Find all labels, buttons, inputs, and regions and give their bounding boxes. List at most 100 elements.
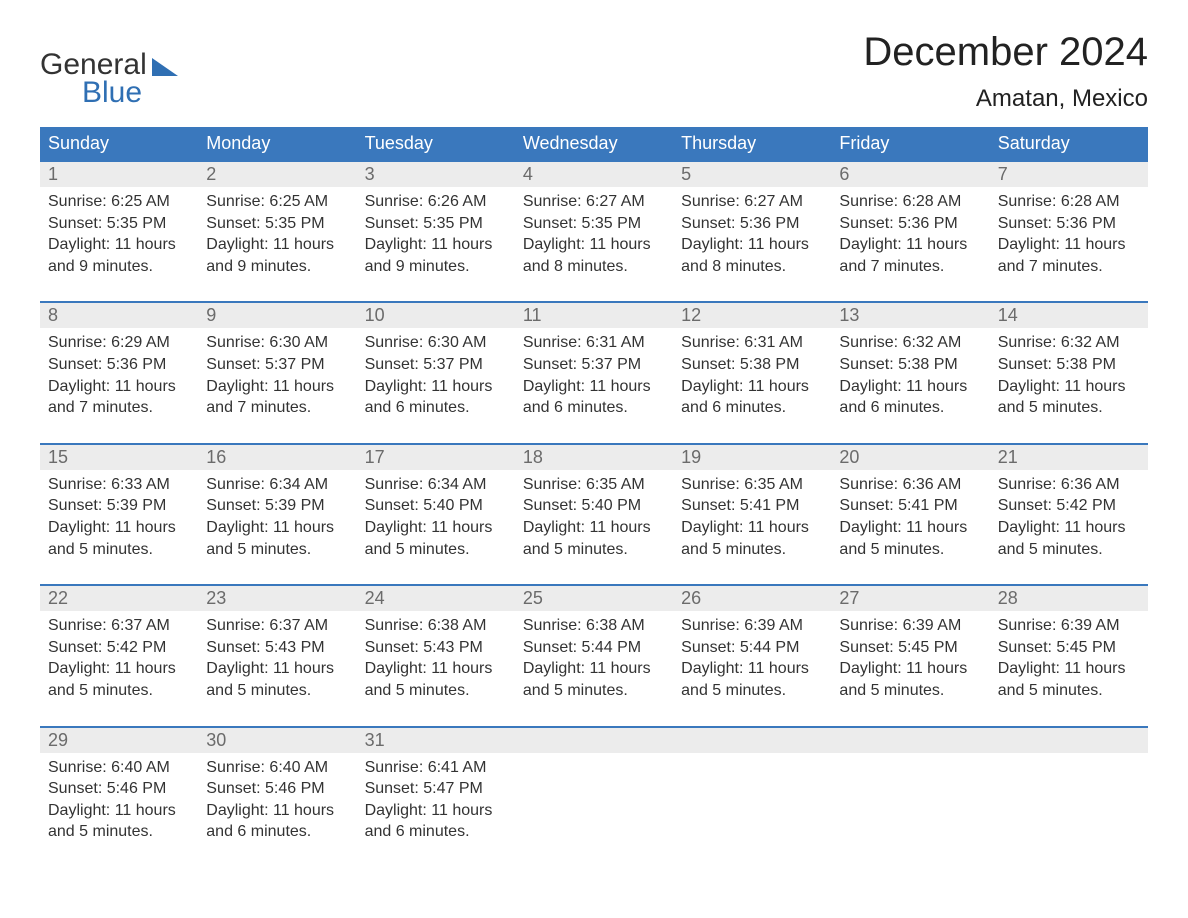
day-number: 12 [673, 303, 831, 328]
sunrise-text: Sunrise: 6:29 AM [48, 332, 190, 354]
day-cell: Sunrise: 6:27 AMSunset: 5:35 PMDaylight:… [515, 187, 673, 283]
sunrise-text: Sunrise: 6:37 AM [206, 615, 348, 637]
day-number: 28 [990, 586, 1148, 611]
daylight-text: Daylight: 11 hours and 6 minutes. [206, 800, 348, 843]
sunset-text: Sunset: 5:44 PM [523, 637, 665, 659]
day-number: 9 [198, 303, 356, 328]
daynum-row: 15161718192021 [40, 445, 1148, 470]
sunset-text: Sunset: 5:36 PM [839, 213, 981, 235]
day-number: 25 [515, 586, 673, 611]
day-number: 30 [198, 728, 356, 753]
sunrise-text: Sunrise: 6:37 AM [48, 615, 190, 637]
day-cell [831, 753, 989, 849]
day-cell: Sunrise: 6:34 AMSunset: 5:39 PMDaylight:… [198, 470, 356, 566]
sunset-text: Sunset: 5:36 PM [998, 213, 1140, 235]
daylight-text: Daylight: 11 hours and 5 minutes. [681, 658, 823, 701]
daylight-text: Daylight: 11 hours and 5 minutes. [206, 517, 348, 560]
daylight-text: Daylight: 11 hours and 6 minutes. [365, 376, 507, 419]
day-cell: Sunrise: 6:29 AMSunset: 5:36 PMDaylight:… [40, 328, 198, 424]
title-block: December 2024 Amatan, Mexico [863, 30, 1148, 113]
day-cell: Sunrise: 6:35 AMSunset: 5:41 PMDaylight:… [673, 470, 831, 566]
day-number: 2 [198, 162, 356, 187]
day-number [831, 728, 989, 753]
sunrise-text: Sunrise: 6:31 AM [681, 332, 823, 354]
day-number: 21 [990, 445, 1148, 470]
day-cell: Sunrise: 6:39 AMSunset: 5:44 PMDaylight:… [673, 611, 831, 707]
day-cell: Sunrise: 6:33 AMSunset: 5:39 PMDaylight:… [40, 470, 198, 566]
sunset-text: Sunset: 5:35 PM [48, 213, 190, 235]
sunset-text: Sunset: 5:42 PM [48, 637, 190, 659]
day-number [990, 728, 1148, 753]
day-number [673, 728, 831, 753]
sunrise-text: Sunrise: 6:38 AM [365, 615, 507, 637]
weekday-label: Thursday [673, 127, 831, 160]
daylight-text: Daylight: 11 hours and 9 minutes. [365, 234, 507, 277]
day-cell: Sunrise: 6:30 AMSunset: 5:37 PMDaylight:… [198, 328, 356, 424]
sunrise-text: Sunrise: 6:30 AM [365, 332, 507, 354]
day-cell: Sunrise: 6:27 AMSunset: 5:36 PMDaylight:… [673, 187, 831, 283]
day-cell: Sunrise: 6:31 AMSunset: 5:37 PMDaylight:… [515, 328, 673, 424]
sunrise-text: Sunrise: 6:28 AM [839, 191, 981, 213]
daylight-text: Daylight: 11 hours and 7 minutes. [48, 376, 190, 419]
sunrise-text: Sunrise: 6:27 AM [523, 191, 665, 213]
sunset-text: Sunset: 5:35 PM [365, 213, 507, 235]
day-cell: Sunrise: 6:31 AMSunset: 5:38 PMDaylight:… [673, 328, 831, 424]
daylight-text: Daylight: 11 hours and 7 minutes. [206, 376, 348, 419]
day-number: 3 [357, 162, 515, 187]
sunset-text: Sunset: 5:46 PM [206, 778, 348, 800]
daylight-text: Daylight: 11 hours and 5 minutes. [48, 517, 190, 560]
day-cell: Sunrise: 6:28 AMSunset: 5:36 PMDaylight:… [831, 187, 989, 283]
day-number: 11 [515, 303, 673, 328]
calendar-week: 1234567Sunrise: 6:25 AMSunset: 5:35 PMDa… [40, 160, 1148, 283]
day-cell [673, 753, 831, 849]
location-label: Amatan, Mexico [863, 85, 1148, 113]
day-number [515, 728, 673, 753]
sunrise-text: Sunrise: 6:32 AM [839, 332, 981, 354]
sunrise-text: Sunrise: 6:32 AM [998, 332, 1140, 354]
sunrise-text: Sunrise: 6:41 AM [365, 757, 507, 779]
weekday-label: Saturday [990, 127, 1148, 160]
daylight-text: Daylight: 11 hours and 5 minutes. [523, 517, 665, 560]
weekday-label: Friday [831, 127, 989, 160]
day-number: 20 [831, 445, 989, 470]
weekday-label: Sunday [40, 127, 198, 160]
sunset-text: Sunset: 5:38 PM [998, 354, 1140, 376]
sunset-text: Sunset: 5:40 PM [365, 495, 507, 517]
calendar-week: 15161718192021Sunrise: 6:33 AMSunset: 5:… [40, 443, 1148, 566]
day-number: 31 [357, 728, 515, 753]
daylight-text: Daylight: 11 hours and 9 minutes. [206, 234, 348, 277]
daynum-row: 22232425262728 [40, 586, 1148, 611]
daylight-text: Daylight: 11 hours and 5 minutes. [998, 658, 1140, 701]
daynum-row: 1234567 [40, 162, 1148, 187]
day-cell: Sunrise: 6:28 AMSunset: 5:36 PMDaylight:… [990, 187, 1148, 283]
sunrise-text: Sunrise: 6:34 AM [365, 474, 507, 496]
sunset-text: Sunset: 5:40 PM [523, 495, 665, 517]
day-cell: Sunrise: 6:37 AMSunset: 5:42 PMDaylight:… [40, 611, 198, 707]
weekday-label: Wednesday [515, 127, 673, 160]
sunset-text: Sunset: 5:43 PM [365, 637, 507, 659]
daylight-text: Daylight: 11 hours and 6 minutes. [365, 800, 507, 843]
day-cell: Sunrise: 6:37 AMSunset: 5:43 PMDaylight:… [198, 611, 356, 707]
day-cell: Sunrise: 6:36 AMSunset: 5:42 PMDaylight:… [990, 470, 1148, 566]
day-number: 8 [40, 303, 198, 328]
sunrise-text: Sunrise: 6:27 AM [681, 191, 823, 213]
sunset-text: Sunset: 5:38 PM [681, 354, 823, 376]
sunset-text: Sunset: 5:37 PM [523, 354, 665, 376]
day-cell: Sunrise: 6:25 AMSunset: 5:35 PMDaylight:… [40, 187, 198, 283]
day-cell: Sunrise: 6:40 AMSunset: 5:46 PMDaylight:… [40, 753, 198, 849]
daylight-text: Daylight: 11 hours and 5 minutes. [681, 517, 823, 560]
sunset-text: Sunset: 5:43 PM [206, 637, 348, 659]
day-number: 24 [357, 586, 515, 611]
day-number: 14 [990, 303, 1148, 328]
sunrise-text: Sunrise: 6:40 AM [48, 757, 190, 779]
page-title: December 2024 [863, 30, 1148, 75]
sunset-text: Sunset: 5:46 PM [48, 778, 190, 800]
day-number: 5 [673, 162, 831, 187]
header: General Blue December 2024 Amatan, Mexic… [40, 30, 1148, 113]
sunset-text: Sunset: 5:37 PM [206, 354, 348, 376]
day-number: 16 [198, 445, 356, 470]
sunset-text: Sunset: 5:47 PM [365, 778, 507, 800]
day-cell: Sunrise: 6:35 AMSunset: 5:40 PMDaylight:… [515, 470, 673, 566]
day-cell: Sunrise: 6:25 AMSunset: 5:35 PMDaylight:… [198, 187, 356, 283]
calendar: Sunday Monday Tuesday Wednesday Thursday… [40, 127, 1148, 849]
